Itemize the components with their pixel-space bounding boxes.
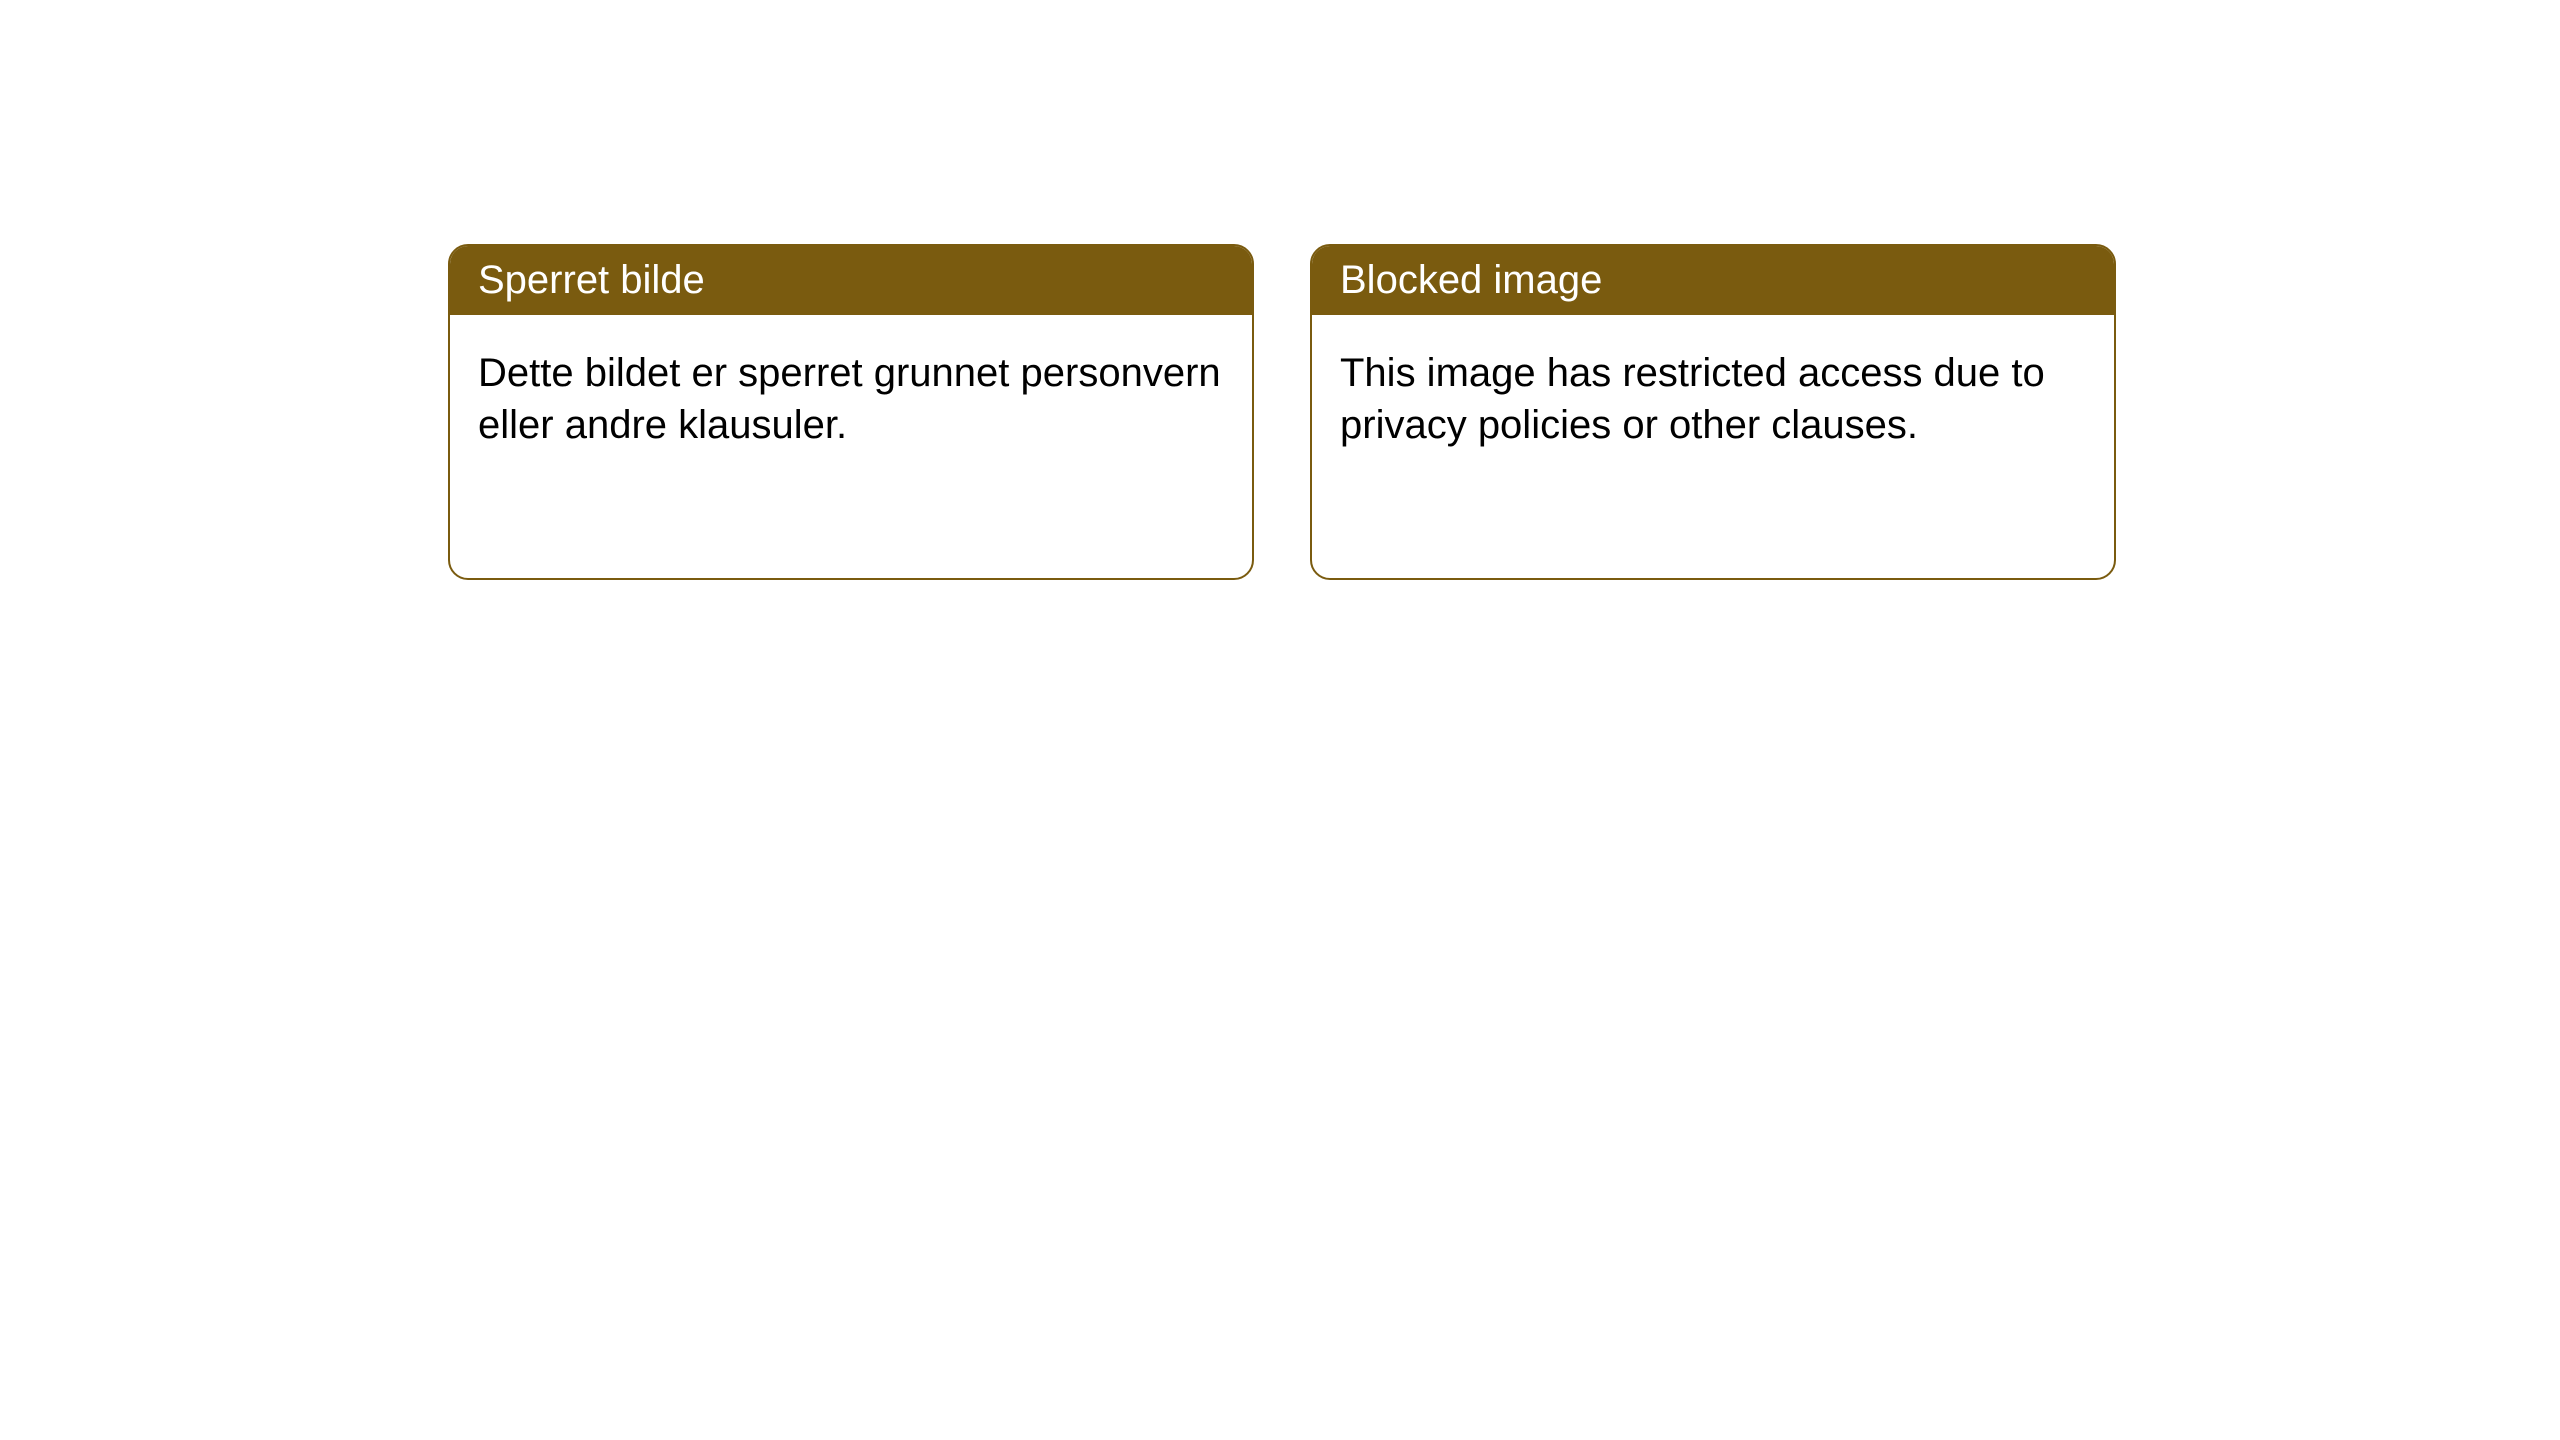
notice-card-english: Blocked image This image has restricted … [1310, 244, 2116, 580]
notice-body: This image has restricted access due to … [1312, 315, 2114, 483]
notice-body-text: Dette bildet er sperret grunnet personve… [478, 351, 1221, 447]
notice-title: Blocked image [1340, 258, 1602, 302]
notice-body: Dette bildet er sperret grunnet personve… [450, 315, 1252, 483]
notice-body-text: This image has restricted access due to … [1340, 351, 2045, 447]
notice-title: Sperret bilde [478, 258, 705, 302]
notice-header: Blocked image [1312, 246, 2114, 315]
notice-card-norwegian: Sperret bilde Dette bildet er sperret gr… [448, 244, 1254, 580]
notice-header: Sperret bilde [450, 246, 1252, 315]
notice-container: Sperret bilde Dette bildet er sperret gr… [0, 0, 2560, 580]
